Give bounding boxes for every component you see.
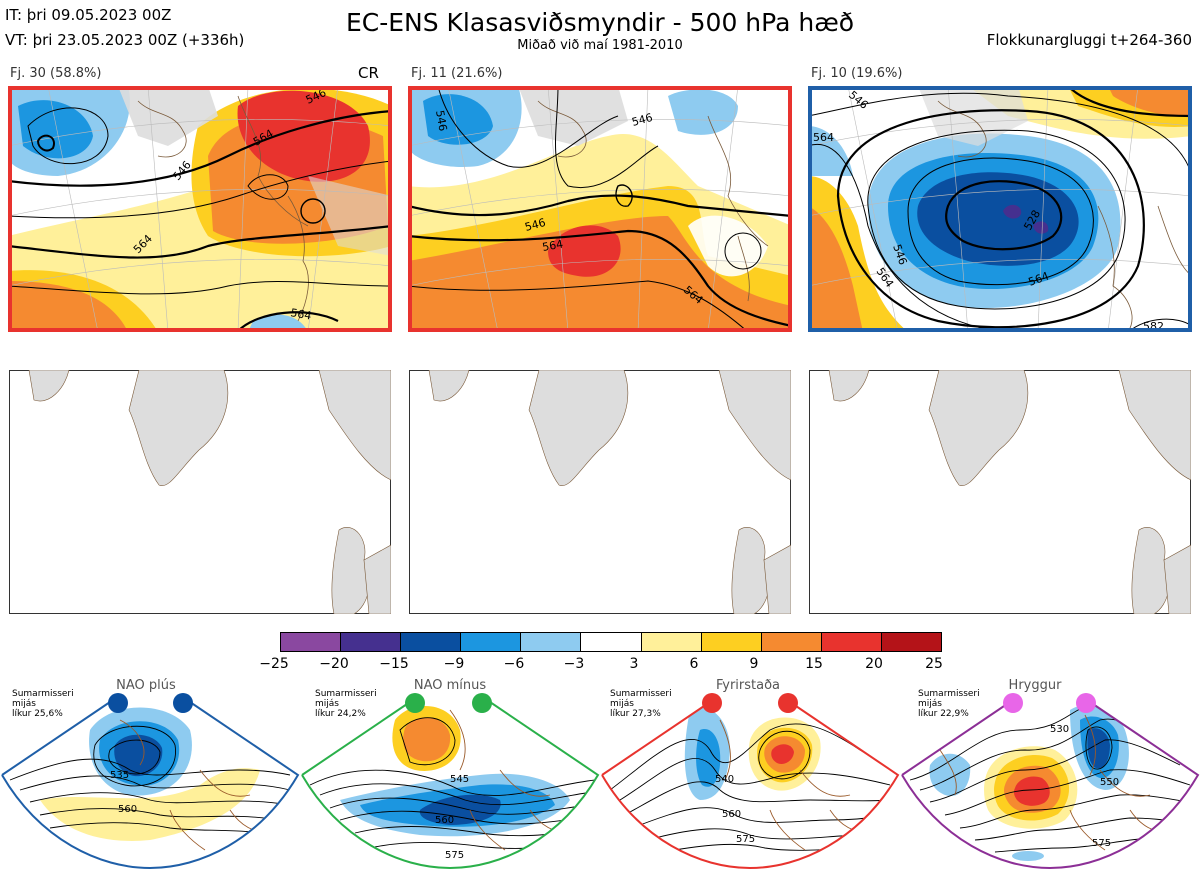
regime-4-dot [1076, 693, 1096, 713]
contour-label: 560 [722, 809, 741, 820]
colorbar-swatch [881, 633, 942, 651]
empty-panel-3 [809, 370, 1191, 614]
contour-label: 564 [541, 238, 564, 254]
colorbar-swatch [761, 633, 822, 651]
colorbar-tick: −25 [259, 656, 289, 672]
regime-4-border [901, 701, 1200, 870]
colorbar-tick: −15 [379, 656, 409, 672]
cluster-3-map: 546 564 546 564 528 564 582 [808, 86, 1192, 332]
colorbar-swatch [581, 633, 642, 651]
contour-label: 545 [450, 774, 469, 785]
contour-label: 575 [1092, 838, 1111, 849]
regime-1-name: NAO plús [116, 678, 176, 693]
contour-label: 575 [736, 834, 755, 845]
colorbar-tick: 20 [865, 656, 883, 672]
contour-label: 546 [523, 216, 547, 234]
regime-3-info: Sumarmisseri mijás líkur 27,3% [610, 689, 672, 719]
regime-4-name: Hryggur [1008, 678, 1062, 693]
contour-label: 560 [435, 815, 454, 826]
contour-label: 550 [1100, 777, 1119, 788]
cluster-2-map: 546 546 564 564 546 [408, 86, 792, 332]
empty-panel-1 [9, 370, 391, 614]
colorbar-tick: −20 [319, 656, 349, 672]
classification-window: Flokkunargluggi t+264-360 [986, 31, 1192, 49]
regime-2-dot [405, 693, 425, 713]
cluster-2-label: Fj. 11 (21.6%) [411, 66, 503, 81]
contour-label: 564 [289, 306, 312, 322]
page-title: EC-ENS Klasasviðsmyndir - 500 hPa hæð [345, 8, 855, 37]
cluster-2-border [408, 86, 792, 332]
colorbar-tick: −9 [443, 656, 465, 672]
contour-label: 535 [110, 770, 129, 781]
regime-1-info: Sumarmisseri mijás líkur 25,6% [12, 689, 74, 719]
anomaly-red-region [237, 90, 370, 182]
initial-time: IT: þri 09.05.2023 00Z [5, 6, 172, 24]
colorbar-swatch [821, 633, 882, 651]
colorbar-tick: −3 [563, 656, 585, 672]
cluster-3-border [808, 86, 1192, 332]
regime-4-info: Sumarmisseri mijás líkur 22,9% [918, 689, 980, 719]
cluster-1-tag: CR [358, 64, 379, 82]
regime-2-info: Sumarmisseri mijás líkur 24,2% [315, 689, 377, 719]
colorbar-swatch [701, 633, 762, 651]
regime-3-name: Fyrirstaða [715, 678, 781, 693]
contour-label: 540 [715, 774, 734, 785]
cluster-3-label: Fj. 10 (19.6%) [811, 66, 903, 81]
colorbar [280, 632, 942, 652]
regime-1-dot [108, 693, 128, 713]
regime-4-map: 530 550 575 [901, 693, 1200, 870]
colorbar-swatch [401, 633, 462, 651]
colorbar-swatch [461, 633, 522, 651]
regime-3-dot [702, 693, 722, 713]
regime-4-dot [1003, 693, 1023, 713]
empty-panel-2 [409, 370, 791, 614]
regime-1-border [1, 701, 300, 870]
cluster-1-label: Fj. 30 (58.8%) [10, 66, 102, 81]
colorbar-swatch [641, 633, 702, 651]
regime-2-map: 545 560 575 [301, 693, 600, 870]
regime-2-name: NAO mínus [413, 678, 487, 693]
contour-label: 546 [630, 111, 654, 129]
contour-label: 560 [118, 804, 137, 815]
cluster-1-map: 546 564 564 546 564 [8, 86, 392, 332]
regime-3-border [601, 701, 900, 870]
regime-2-border [301, 701, 600, 870]
page-subtitle: Miðað við maí 1981-2010 [517, 38, 683, 53]
regime-2-dot [472, 693, 492, 713]
contour-label: 575 [445, 850, 464, 861]
contour-label: 530 [1050, 724, 1069, 735]
colorbar-tick: −6 [503, 656, 525, 672]
regime-3-map: 540 560 575 [601, 693, 900, 870]
colorbar-tick: 6 [689, 656, 699, 672]
colorbar-swatch [341, 633, 402, 651]
cluster-1-border [8, 86, 392, 332]
colorbar-swatch [521, 633, 582, 651]
colorbar-tick: 15 [805, 656, 823, 672]
regime-1-dot [173, 693, 193, 713]
valid-time: VT: þri 23.05.2023 00Z (+336h) [5, 31, 245, 49]
regime-1-map: 535 560 [1, 693, 300, 870]
colorbar-tick: 9 [749, 656, 759, 672]
colorbar-tick: 25 [925, 656, 943, 672]
colorbar-swatch [281, 633, 342, 651]
regime-3-dot [778, 693, 798, 713]
colorbar-tick: 3 [629, 656, 639, 672]
contour-label: 564 [813, 131, 834, 144]
contour-label: 546 [433, 109, 449, 132]
